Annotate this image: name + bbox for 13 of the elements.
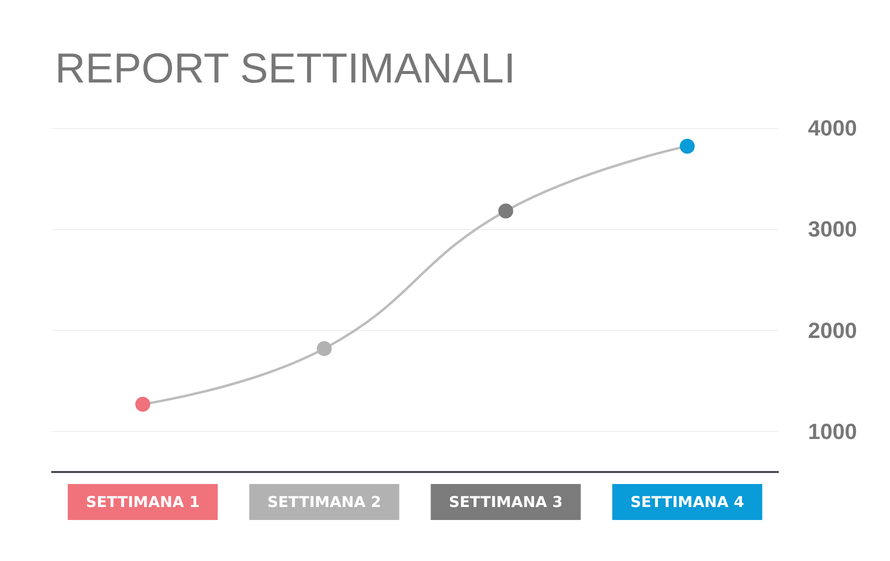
- chart-title: REPORT SETTIMANALI: [55, 44, 516, 92]
- x-tick-label: SETTIMANA 4: [630, 493, 744, 511]
- x-tick-label: SETTIMANA 1: [86, 493, 200, 511]
- y-tick-label: 1000: [808, 419, 857, 444]
- y-tick-label: 2000: [808, 318, 857, 343]
- y-tick-label: 3000: [808, 216, 857, 242]
- y-tick-label: 4000: [808, 116, 857, 140]
- point: [135, 396, 150, 412]
- point: [680, 138, 695, 154]
- x-tick-label: SETTIMANA 3: [448, 493, 563, 511]
- x-tick-label: SETTIMANA 2: [267, 493, 382, 511]
- point: [316, 341, 332, 356]
- point: [498, 203, 514, 218]
